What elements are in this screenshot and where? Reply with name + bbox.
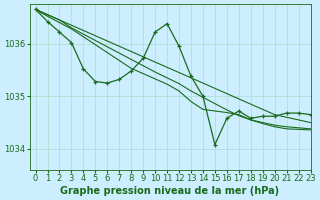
X-axis label: Graphe pression niveau de la mer (hPa): Graphe pression niveau de la mer (hPa) xyxy=(60,186,280,196)
